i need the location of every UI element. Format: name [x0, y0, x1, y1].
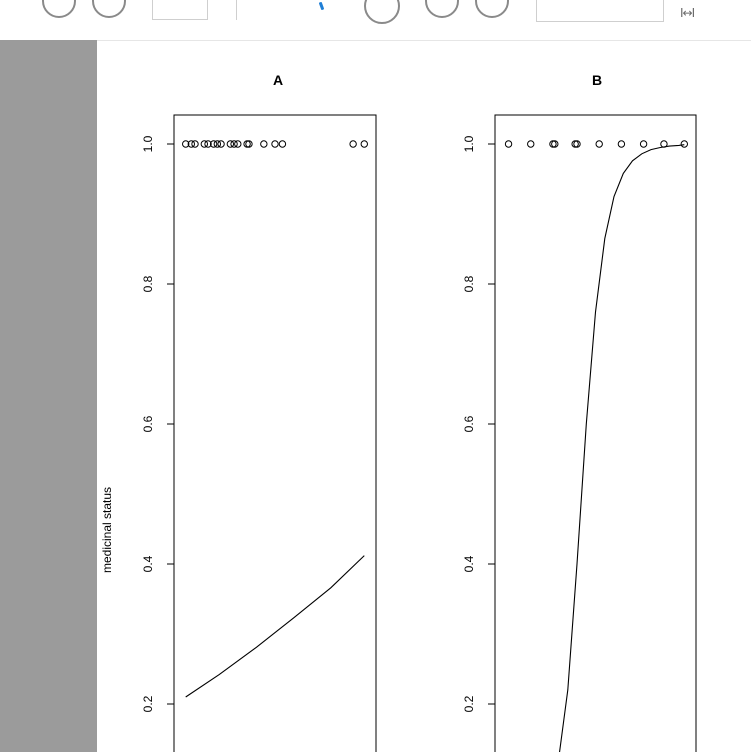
plot-frame [494, 114, 697, 752]
blue-tool-icon[interactable] [318, 1, 325, 11]
y-tick-label: 0.4 [141, 555, 155, 572]
data-point [245, 140, 253, 148]
data-point [226, 140, 235, 148]
circle-button-icon[interactable] [425, 0, 459, 18]
y-tick-label: 0.2 [462, 695, 476, 712]
y-tick-label: 1.0 [141, 135, 155, 152]
data-point [243, 140, 251, 148]
data-point [271, 140, 279, 148]
data-point [617, 140, 626, 148]
y-axis-label: medicinal status [100, 487, 114, 573]
data-point [360, 140, 368, 148]
fit-width-icon[interactable]: I↔I [680, 6, 695, 20]
data-point [234, 140, 242, 148]
page-number-input[interactable] [152, 0, 208, 20]
circle-button-icon[interactable] [364, 0, 400, 24]
fitted-curve [185, 555, 365, 698]
data-point [217, 140, 225, 148]
plot-frame [173, 114, 377, 752]
data-point [204, 140, 212, 148]
y-tick-label: 0.6 [462, 415, 476, 432]
toolbar-separator [236, 0, 237, 20]
data-point [213, 140, 222, 148]
data-point [200, 140, 209, 148]
sidebar-panel [0, 40, 97, 752]
chart-title: A [273, 72, 283, 88]
data-point [260, 140, 268, 148]
data-point [182, 140, 190, 148]
data-point [639, 140, 648, 148]
y-tick-label: 0.8 [462, 275, 476, 292]
y-tick-label: 0.4 [462, 555, 476, 572]
circle-button-icon[interactable] [92, 0, 126, 18]
circle-button-icon[interactable] [42, 0, 76, 18]
data-point [573, 140, 581, 148]
circle-button-icon[interactable] [475, 0, 509, 18]
zoom-select[interactable] [536, 0, 664, 22]
data-point [595, 140, 603, 148]
data-point [504, 140, 513, 148]
data-point [551, 140, 559, 148]
y-tick-label: 0.6 [141, 415, 155, 432]
data-point [278, 140, 287, 148]
data-point [527, 140, 535, 148]
data-point [209, 140, 218, 148]
y-tick-label: 0.8 [141, 275, 155, 292]
data-point [680, 140, 688, 148]
data-point [187, 140, 196, 148]
data-point [230, 140, 238, 148]
toolbar: I↔I [0, 0, 751, 41]
fitted-curve [559, 144, 685, 752]
data-point [191, 140, 199, 148]
y-tick-label: 0.2 [141, 695, 155, 712]
chart-title: B [592, 72, 602, 88]
data-point [349, 140, 357, 148]
y-tick-label: 1.0 [462, 135, 476, 152]
